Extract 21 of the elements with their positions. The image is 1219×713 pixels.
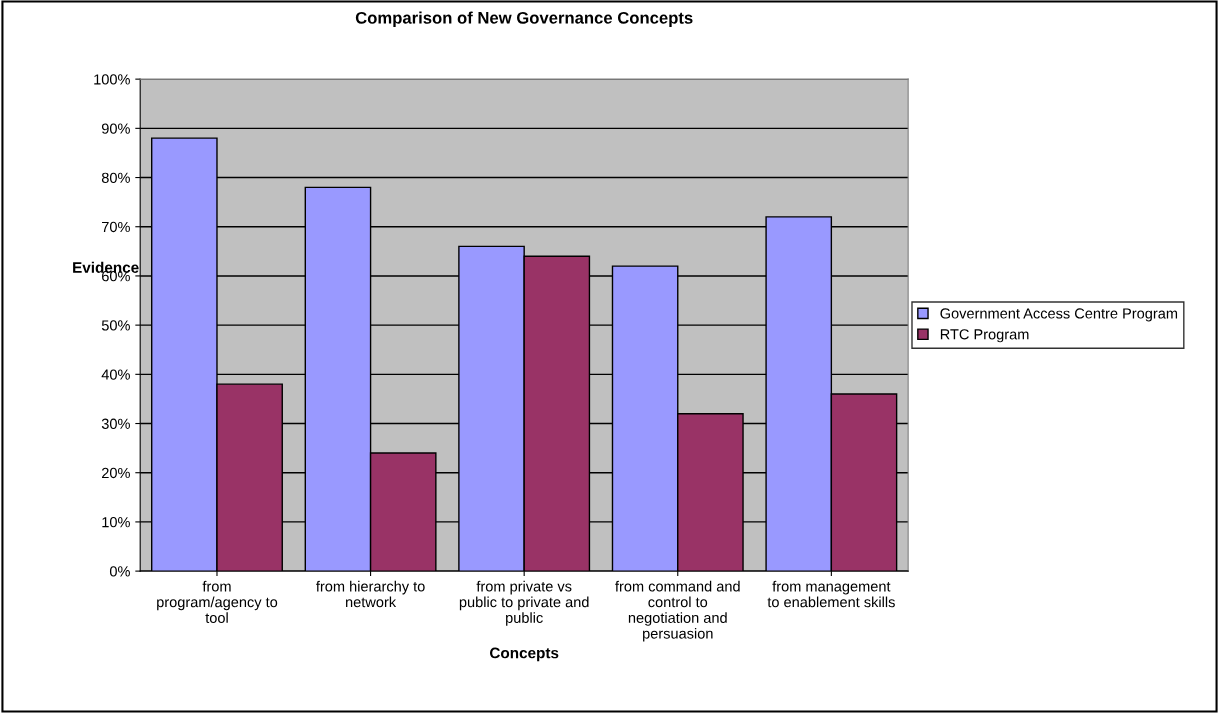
x-tick-label: from hierarchy to network — [316, 580, 425, 608]
y-tick-label: 70% — [102, 221, 130, 233]
legend-label: RTC Program — [940, 329, 1029, 343]
x-tick-label: from command and control to negotiation and persuasion — [615, 580, 740, 642]
y-tick-label: 40% — [101, 369, 130, 380]
chart-title: Comparison of New Governance Concepts — [355, 11, 693, 28]
y-tick-label: 90% — [101, 123, 130, 134]
y-tick-label: 20% — [102, 467, 130, 479]
y-tick-label: 0% — [109, 566, 130, 577]
y-tick-label: 100% — [94, 74, 130, 85]
y-tick-label: 30% — [101, 418, 130, 429]
x-tick-label: from program/agency to tool — [157, 580, 278, 623]
y-tick-label: 80% — [101, 172, 130, 183]
y-tick-label: 10% — [102, 517, 130, 528]
x-tick-label: from management to enablement skills — [767, 580, 895, 608]
y-axis-title: Evidence — [73, 261, 139, 273]
legend-label: Government Access Centre Program — [940, 308, 1178, 322]
y-tick-label: 60% — [102, 271, 130, 282]
x-tick-label: from private vs public to private and public — [459, 580, 589, 626]
x-axis-title: Concepts — [490, 647, 559, 662]
y-tick-label: 50% — [101, 320, 130, 331]
